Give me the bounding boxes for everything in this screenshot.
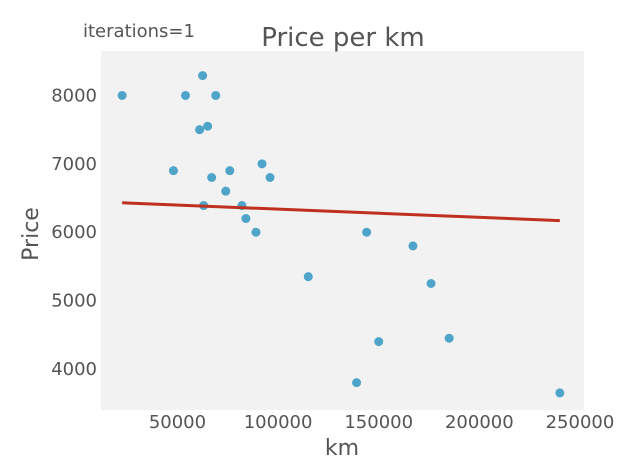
data-point-17 [303,272,313,282]
x-tick-labels: 50000 100000 150000 200000 250000 [149,412,614,433]
data-point-4 [195,125,205,135]
chart-title: Price per km [261,23,425,53]
x-tick-label-150000: 150000 [344,412,413,433]
data-point-10 [221,186,231,196]
x-tick-label-200000: 200000 [445,412,514,433]
y-tick-label-7000: 7000 [51,154,97,175]
data-point-1 [117,90,127,100]
data-point-18 [352,378,362,388]
data-point-21 [408,241,418,251]
y-tick-labels: 4000 5000 6000 7000 8000 [51,85,97,380]
data-point-16 [265,173,275,183]
data-point-11 [225,166,235,176]
y-tick-label-8000: 8000 [51,85,97,106]
data-point-19 [362,227,372,237]
iterations-annotation: iterations=1 [83,21,195,42]
y-axis-label: Price [19,207,44,261]
data-point-14 [251,227,261,237]
regression-line [122,201,560,223]
data-point-3 [181,90,191,100]
data-point-15 [257,159,267,169]
data-point-7 [203,121,213,131]
x-tick-label-250000: 250000 [546,412,615,433]
y-tick-label-4000: 4000 [51,359,97,380]
x-axis-label: km [325,436,359,461]
x-tick-label-100000: 100000 [244,412,313,433]
data-point-23 [444,333,454,343]
data-point-20 [374,337,384,347]
data-point-13 [241,214,251,224]
y-tick-label-5000: 5000 [51,291,97,312]
data-point-24 [555,388,565,398]
data-point-5 [198,71,208,81]
data-points [117,71,565,398]
plot-area [101,51,584,410]
data-point-8 [207,173,217,183]
data-point-9 [211,90,221,100]
y-tick-label-6000: 6000 [51,222,97,243]
x-tick-label-50000: 50000 [149,412,206,433]
data-point-22 [426,278,436,288]
data-point-2 [168,166,178,176]
